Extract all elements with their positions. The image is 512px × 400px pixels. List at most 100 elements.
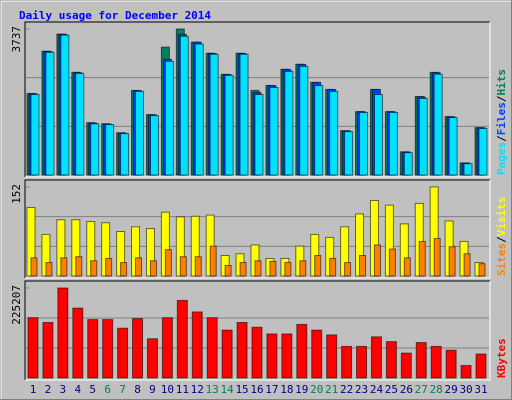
- x-tick-label: 2: [45, 383, 52, 396]
- panel-shadow: [24, 179, 490, 278]
- bar: [448, 246, 456, 277]
- x-tick-label: 8: [134, 383, 141, 396]
- bar: [329, 90, 339, 176]
- bar: [179, 256, 187, 277]
- bar: [120, 262, 128, 277]
- bar: [448, 117, 458, 176]
- x-tick-label: 19: [295, 383, 308, 396]
- bar: [221, 329, 233, 379]
- bar: [132, 318, 144, 379]
- bar: [329, 257, 337, 277]
- bar: [146, 338, 158, 379]
- legend-entry: Hits: [495, 69, 508, 96]
- bar: [266, 333, 278, 379]
- panel-highlight: [25, 22, 491, 178]
- bar: [194, 43, 204, 176]
- bar: [254, 260, 262, 277]
- bar: [359, 111, 369, 176]
- x-tick-label: 3: [60, 383, 67, 396]
- bar: [102, 319, 114, 379]
- bar: [224, 74, 234, 176]
- bar: [164, 249, 172, 277]
- bar: [191, 311, 203, 379]
- bar: [344, 262, 352, 277]
- bar: [478, 128, 488, 176]
- x-tick-label: 13: [206, 383, 219, 396]
- x-tick-label: 4: [74, 383, 81, 396]
- x-tick-label: 22: [340, 383, 353, 396]
- panel-shadow: [24, 21, 490, 177]
- bar: [57, 287, 69, 379]
- legend: Pages/Files/Hits: [495, 69, 508, 175]
- legend-entry: Files: [495, 102, 508, 135]
- bar: [403, 152, 413, 176]
- x-tick-label: 12: [191, 383, 204, 396]
- panel-highlight: [25, 180, 491, 279]
- bar: [75, 72, 85, 176]
- bar: [475, 353, 487, 379]
- bar: [370, 336, 382, 379]
- bar: [60, 257, 68, 277]
- bar: [45, 51, 55, 176]
- x-tick-label: 31: [474, 383, 487, 396]
- x-tick-label: 23: [355, 383, 368, 396]
- bar: [239, 262, 247, 277]
- x-tick-label: 14: [221, 383, 235, 396]
- bar: [105, 257, 113, 277]
- bar: [284, 70, 294, 176]
- bar: [120, 133, 130, 176]
- bar: [418, 97, 428, 176]
- x-tick-label: 25: [385, 383, 398, 396]
- bar: [194, 256, 202, 277]
- bar: [105, 124, 115, 176]
- bar: [311, 329, 323, 379]
- bar: [161, 317, 173, 379]
- legend-entry: Visits: [495, 197, 508, 237]
- bar: [251, 326, 263, 379]
- bar: [359, 255, 367, 277]
- bar: [209, 53, 219, 176]
- panel-shadow: [24, 280, 490, 380]
- bar: [415, 342, 427, 379]
- bar: [254, 94, 264, 176]
- bar: [224, 264, 232, 277]
- bar: [87, 319, 99, 379]
- bar: [460, 365, 472, 379]
- x-tick-label: 5: [89, 383, 96, 396]
- x-tick-label: 1: [30, 383, 37, 396]
- bar: [430, 345, 442, 379]
- bar: [373, 94, 383, 176]
- bar: [326, 334, 338, 379]
- bar: [206, 317, 218, 379]
- bar: [45, 262, 53, 277]
- chart-title: Daily usage for December 2014: [19, 9, 211, 22]
- bar: [385, 341, 397, 379]
- bar: [30, 94, 40, 176]
- bar: [284, 262, 292, 277]
- bar: [90, 260, 98, 277]
- bar: [373, 244, 381, 277]
- x-tick-label: 15: [235, 383, 248, 396]
- bar: [463, 253, 471, 277]
- legend-separator: /: [495, 95, 508, 102]
- bar: [135, 90, 145, 176]
- bar: [179, 35, 189, 176]
- bar: [209, 245, 217, 277]
- x-tick-label: 9: [149, 383, 156, 396]
- bar: [445, 349, 457, 379]
- bar: [30, 257, 38, 277]
- bar: [27, 317, 39, 379]
- bar: [388, 248, 396, 277]
- legend-separator: /: [495, 236, 508, 243]
- bar: [75, 256, 83, 277]
- bar: [117, 327, 129, 379]
- bar: [388, 111, 398, 176]
- bar: [176, 299, 188, 379]
- legend-entry: Sites: [495, 243, 508, 276]
- bar: [356, 345, 368, 379]
- x-tick-label: 21: [325, 383, 338, 396]
- x-tick-label: 20: [310, 383, 323, 396]
- bar: [433, 238, 441, 277]
